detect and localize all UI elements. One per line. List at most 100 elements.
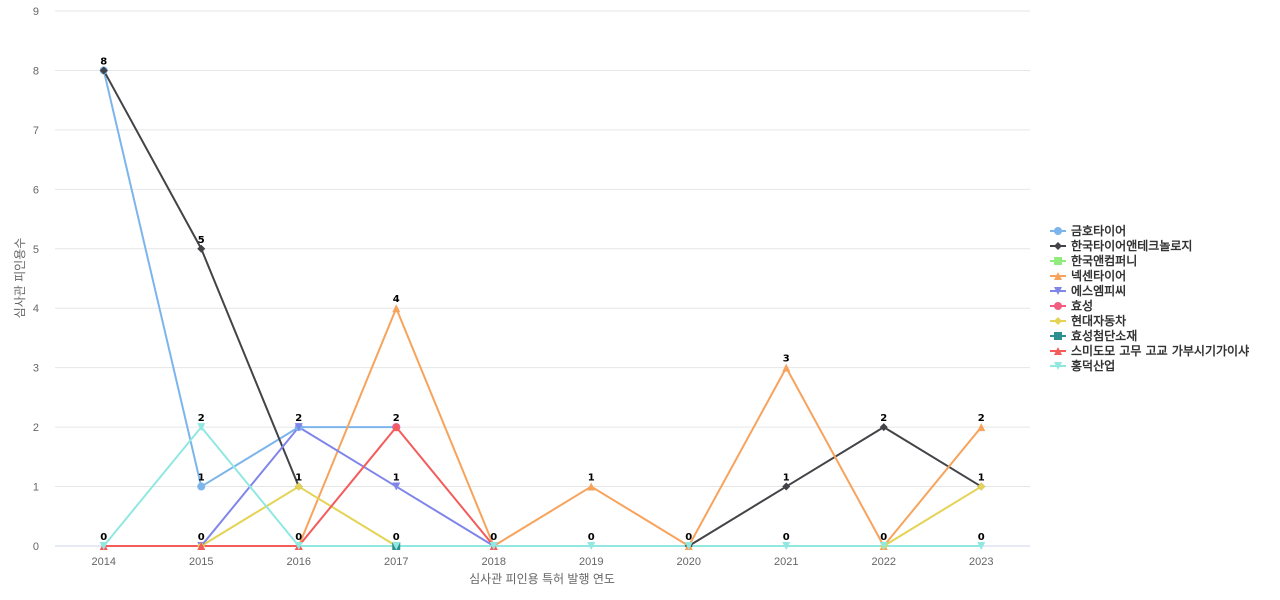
x-tick-label: 2022 (872, 556, 896, 568)
legend-item[interactable]: 스미도모 고무 고교 가부시기가이샤 (1049, 343, 1249, 358)
x-tick-label: 2023 (969, 556, 993, 568)
legend-marker-icon (1050, 361, 1066, 370)
data-label: 1 (978, 473, 985, 484)
legend-symbol (1054, 256, 1062, 265)
legend-symbol (1054, 361, 1062, 370)
y-axis-ticks: 0 1 2 3 4 5 6 7 8 9 (33, 6, 39, 553)
data-point-9 (684, 542, 693, 550)
legend-item[interactable]: 효성 (1049, 298, 1249, 313)
series-line-0 (102, 69, 398, 488)
x-tick-label: 2019 (579, 556, 603, 568)
legend-label: 한국타이어앤테크놀로지 (1071, 239, 1193, 253)
legend-marker-icon (1050, 316, 1066, 325)
data-point-3 (392, 304, 401, 313)
x-tick-label: 2021 (774, 556, 798, 568)
x-tick-label: 2016 (287, 556, 311, 568)
data-label: 0 (880, 532, 887, 543)
x-axis-title: 심사관 피인용 특허 발행 연도 (469, 571, 615, 586)
data-point-6 (294, 482, 303, 491)
data-label: 0 (978, 532, 985, 543)
series-line-3 (297, 307, 983, 547)
legend-item[interactable]: 한국타이어앤테크놀로지 (1049, 238, 1249, 253)
y-tick-label: 1 (33, 482, 39, 494)
series-markers (99, 66, 986, 550)
legend-item[interactable]: 홍덕산업 (1049, 358, 1249, 373)
legend-label: 넥센타이어 (1071, 269, 1127, 283)
y-tick-label: 4 (33, 303, 39, 315)
data-label: 2 (978, 413, 985, 424)
legend-marker-icon (1050, 241, 1066, 250)
data-label: 1 (295, 473, 302, 484)
legend-label: 현대자동차 (1071, 314, 1127, 328)
data-point-3 (782, 363, 791, 372)
legend-symbol (1054, 346, 1062, 355)
legend-symbol (1054, 316, 1062, 325)
legend-label: 에스엠피씨 (1071, 284, 1127, 298)
data-label: 3 (783, 354, 790, 365)
data-label: 8 (100, 56, 107, 67)
y-tick-label: 8 (33, 65, 39, 77)
legend-marker-icon (1050, 331, 1066, 340)
data-label: 1 (393, 473, 400, 484)
legend-item[interactable]: 에스엠피씨 (1049, 283, 1249, 298)
legend-item[interactable]: 효성첨단소재 (1049, 328, 1249, 343)
data-labels: 8 0 5 2 1 0 2 1 0 4 2 1 0 0 1 0 0 3 1 0 2 0 2 1 0 (100, 56, 985, 543)
legend-item[interactable]: 한국앤컴퍼니 (1049, 253, 1249, 268)
data-point-6 (977, 482, 986, 491)
data-point-1 (99, 66, 108, 75)
legend-item[interactable]: 현대자동차 (1049, 313, 1249, 328)
data-label: 2 (880, 413, 887, 424)
data-label: 0 (490, 532, 497, 543)
legend-symbol (1054, 226, 1062, 235)
x-tick-label: 2014 (92, 556, 116, 568)
legend-item[interactable]: 금호타이어 (1049, 223, 1249, 238)
x-tick-label: 2015 (189, 556, 213, 568)
data-point-0 (197, 482, 206, 491)
data-label: 0 (295, 532, 302, 543)
series-lines (102, 69, 983, 547)
data-point-3 (977, 423, 986, 432)
data-point-9 (879, 542, 888, 550)
x-tick-label: 2020 (677, 556, 701, 568)
y-tick-label: 2 (33, 422, 39, 434)
legend-symbol (1054, 286, 1062, 295)
data-point-8 (197, 542, 206, 550)
legend-symbol (1054, 301, 1062, 310)
data-label: 4 (393, 294, 400, 305)
legend-label: 스미도모 고무 고교 가부시기가이샤 (1071, 344, 1250, 358)
data-label: 0 (783, 532, 790, 543)
data-point-9 (977, 542, 986, 550)
y-tick-label: 3 (33, 363, 39, 375)
data-point-9 (392, 542, 401, 550)
legend-label: 효성 (1071, 299, 1094, 313)
y-tick-label: 9 (33, 6, 39, 18)
data-point-8 (392, 423, 401, 432)
legend-item[interactable]: 넥센타이어 (1049, 268, 1249, 283)
data-point-9 (197, 423, 206, 432)
data-point-9 (489, 542, 498, 550)
data-point-4 (294, 423, 303, 432)
legend-label: 홍덕산업 (1071, 359, 1116, 373)
legend-marker-icon (1050, 226, 1066, 235)
legend-marker-icon (1050, 271, 1066, 280)
data-label: 1 (783, 473, 790, 484)
legend-symbol (1054, 331, 1062, 340)
series-line-9 (102, 426, 983, 547)
data-label: 2 (198, 413, 205, 424)
data-point-1 (782, 482, 791, 491)
data-point-9 (99, 542, 108, 550)
data-point-1 (879, 423, 888, 432)
y-tick-label: 0 (33, 541, 39, 553)
legend-label: 효성첨단소재 (1071, 329, 1138, 343)
y-tick-label: 5 (33, 244, 39, 256)
gridlines (55, 10, 1030, 488)
legend-symbol (1054, 241, 1062, 250)
y-tick-label: 6 (33, 184, 39, 196)
data-label: 5 (198, 235, 205, 246)
legend-marker-icon (1050, 256, 1066, 265)
legend-marker-icon (1050, 286, 1066, 295)
y-tick-label: 7 (33, 125, 39, 137)
legend: 금호타이어 한국타이어앤테크놀로지 한국앤컴퍼니 넥센타이어 에스엠피씨 효성 현대자동차 효… (1049, 223, 1249, 373)
legend-marker-icon (1050, 301, 1066, 310)
